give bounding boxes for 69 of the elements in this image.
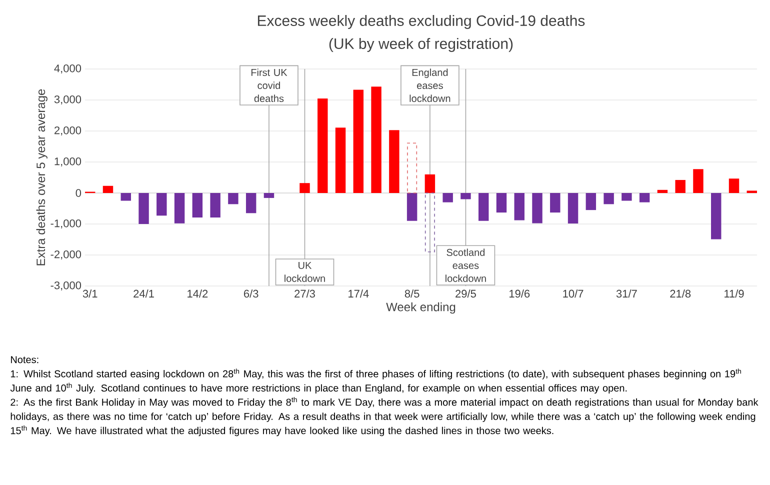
bar — [353, 90, 364, 193]
bar — [622, 193, 632, 201]
bar — [371, 86, 382, 193]
bar — [424, 192, 435, 252]
y-tick-label: -3,000 — [50, 281, 82, 291]
chart-title: Excess weekly deaths excluding Covid-19 deaths — [258, 14, 585, 29]
bar — [102, 186, 114, 193]
bar — [210, 193, 220, 218]
x-axis-title: Week ending — [386, 302, 456, 314]
bar — [138, 193, 149, 224]
bar — [460, 193, 471, 200]
x-tick-label: 31/7 — [616, 290, 637, 298]
bar — [478, 193, 489, 221]
y-tick-label: 2,000 — [54, 126, 82, 136]
y-tick-label: -2,000 — [50, 250, 82, 260]
bar — [496, 193, 507, 213]
bar — [406, 193, 418, 221]
bar — [586, 193, 596, 210]
x-tick-label: 3/1 — [82, 290, 98, 298]
text: Notes: — [11, 356, 38, 364]
y-tick-label: 4,000 — [54, 64, 82, 74]
ref-line-label: England eases lockdown — [410, 68, 450, 102]
bar — [156, 193, 167, 216]
bar — [514, 193, 524, 220]
bar — [407, 142, 418, 194]
x-tick-label: 14/2 — [188, 290, 208, 298]
y-tick-label: -1,000 — [50, 219, 82, 229]
bar — [389, 130, 400, 193]
x-tick-label: 21/8 — [670, 290, 691, 298]
x-tick-label: 29/5 — [456, 290, 476, 298]
bar — [424, 174, 436, 193]
bar — [604, 193, 614, 204]
y-tick-label: 3,000 — [54, 95, 82, 105]
bar — [318, 98, 328, 193]
bar — [192, 193, 203, 218]
x-tick-label: 24/1 — [134, 290, 154, 298]
chart-subtitle: (UK by week of registration) — [329, 38, 513, 52]
x-tick-label: 19/6 — [510, 290, 530, 298]
ref-line-label: UK lockdown — [284, 262, 325, 282]
x-tick-label: 10/7 — [563, 290, 584, 298]
bar — [657, 190, 668, 193]
bar — [550, 193, 560, 213]
bar — [174, 193, 185, 224]
bar — [120, 193, 131, 201]
bar — [675, 180, 686, 193]
bar — [532, 193, 542, 224]
bar — [711, 193, 722, 240]
bar — [228, 193, 238, 204]
text: 1: Whilst Scotland started easing lockdown on 28$^{th}$ May, this was the first of three phases of lifting restrictions (to date), with subsequent phases beginning on 19$^{th}$ June and 10$^{th}$ July. Scotland continues to have more restrictions in place than England, for example on when essential offices may open. — [10, 368, 741, 394]
bar — [300, 183, 310, 193]
bar — [442, 193, 453, 202]
bar — [264, 193, 274, 198]
ref-line-label: Scotland eases lockdown — [446, 248, 486, 282]
y-axis-title: Extra deaths over 5 year average — [36, 89, 48, 266]
x-tick-label: 17/4 — [348, 290, 369, 298]
ref-line-label: First UK covid deaths — [251, 68, 288, 102]
bar — [693, 169, 704, 193]
text: 2: As the first Bank Holiday in May was moved to Friday the 8$^{th}$ to mark VE Day, there was a more material impact on death registrations than usual for Monday bank holidays, as there was no time for ‘catch up’ before Friday. As a result deaths in that week were artificially low, while there was a ‘catch up’ the following week ending 15$^{th}$ May. We have illustrated what the adjusted figures may have looked like using the dashed lines in those two weeks. — [10, 396, 758, 436]
x-tick-label: 6/3 — [244, 290, 258, 298]
y-tick-label: 1,000 — [54, 157, 82, 167]
bar — [246, 193, 256, 214]
x-tick-label: 27/3 — [294, 290, 315, 298]
x-tick-label: 8/5 — [404, 290, 420, 298]
bar — [639, 193, 650, 202]
bar — [568, 193, 578, 224]
y-tick-label: 0 — [76, 189, 82, 197]
x-tick-label: 11/9 — [724, 290, 744, 298]
bar — [728, 178, 740, 193]
bar — [335, 128, 346, 193]
